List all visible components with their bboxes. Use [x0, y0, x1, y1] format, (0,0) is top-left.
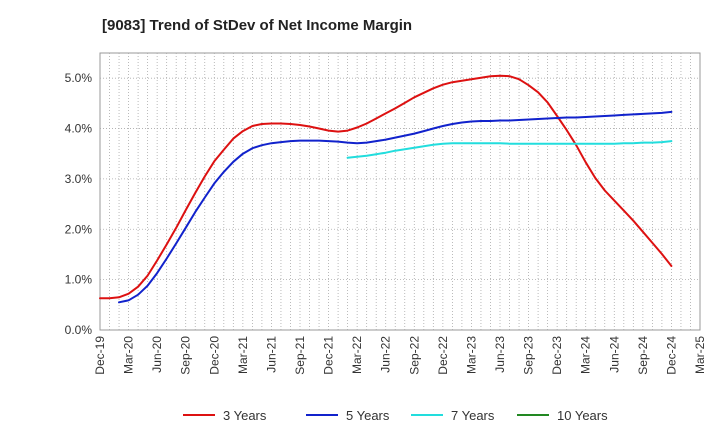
legend-label-7-years: 7 Years	[451, 408, 495, 423]
x-tick-label: Jun-21	[264, 336, 278, 373]
x-tick-label: Dec-19	[93, 336, 107, 375]
y-tick-label: 3.0%	[65, 172, 93, 186]
x-tick-label: Sep-24	[636, 336, 650, 375]
series-line-5-years	[118, 110, 673, 304]
plot-area	[99, 52, 701, 331]
x-tick-label: Sep-23	[522, 336, 536, 375]
x-tick-label: Sep-20	[179, 336, 193, 375]
legend-label-10-years: 10 Years	[557, 408, 608, 423]
x-axis-ticks: Dec-19 Mar-20 Jun-20 Sep-20 Dec-20 Mar-21 Jun-…	[93, 336, 707, 375]
y-tick-label: 5.0%	[65, 71, 93, 85]
y-tick-label: 1.0%	[65, 273, 93, 287]
x-tick-label: Dec-24	[664, 336, 678, 375]
x-tick-label: Sep-22	[407, 336, 421, 375]
x-tick-label: Jun-23	[493, 336, 507, 373]
legend-label-3-years: 3 Years	[223, 408, 267, 423]
y-tick-label: 4.0%	[65, 122, 93, 136]
x-tick-label: Dec-20	[207, 336, 221, 375]
x-tick-label: Mar-21	[236, 336, 250, 374]
x-tick-label: Mar-20	[122, 336, 136, 374]
x-tick-label: Mar-23	[464, 336, 478, 374]
legend: 3 Years 5 Years 7 Years 10 Years	[183, 408, 608, 423]
x-tick-label: Dec-22	[436, 336, 450, 375]
y-axis-ticks: 0.0% 1.0% 2.0% 3.0% 4.0% 5.0%	[65, 71, 93, 337]
y-tick-label: 0.0%	[65, 323, 93, 337]
x-tick-label: Mar-25	[693, 336, 707, 374]
series-line-3-years	[99, 74, 673, 300]
x-tick-label: Jun-22	[379, 336, 393, 373]
legend-label-5-years: 5 Years	[346, 408, 390, 423]
x-tick-label: Sep-21	[293, 336, 307, 375]
chart-title: [9083] Trend of StDev of Net Income Marg…	[102, 17, 412, 34]
x-tick-label: Jun-24	[607, 336, 621, 373]
x-tick-label: Dec-23	[550, 336, 564, 375]
y-tick-label: 2.0%	[65, 222, 93, 236]
x-tick-label: Dec-21	[322, 336, 336, 375]
x-tick-label: Mar-22	[350, 336, 364, 374]
series-lines	[99, 74, 673, 304]
x-tick-label: Jun-20	[150, 336, 164, 373]
series-line-7-years	[346, 140, 673, 159]
x-tick-label: Mar-24	[579, 336, 593, 374]
